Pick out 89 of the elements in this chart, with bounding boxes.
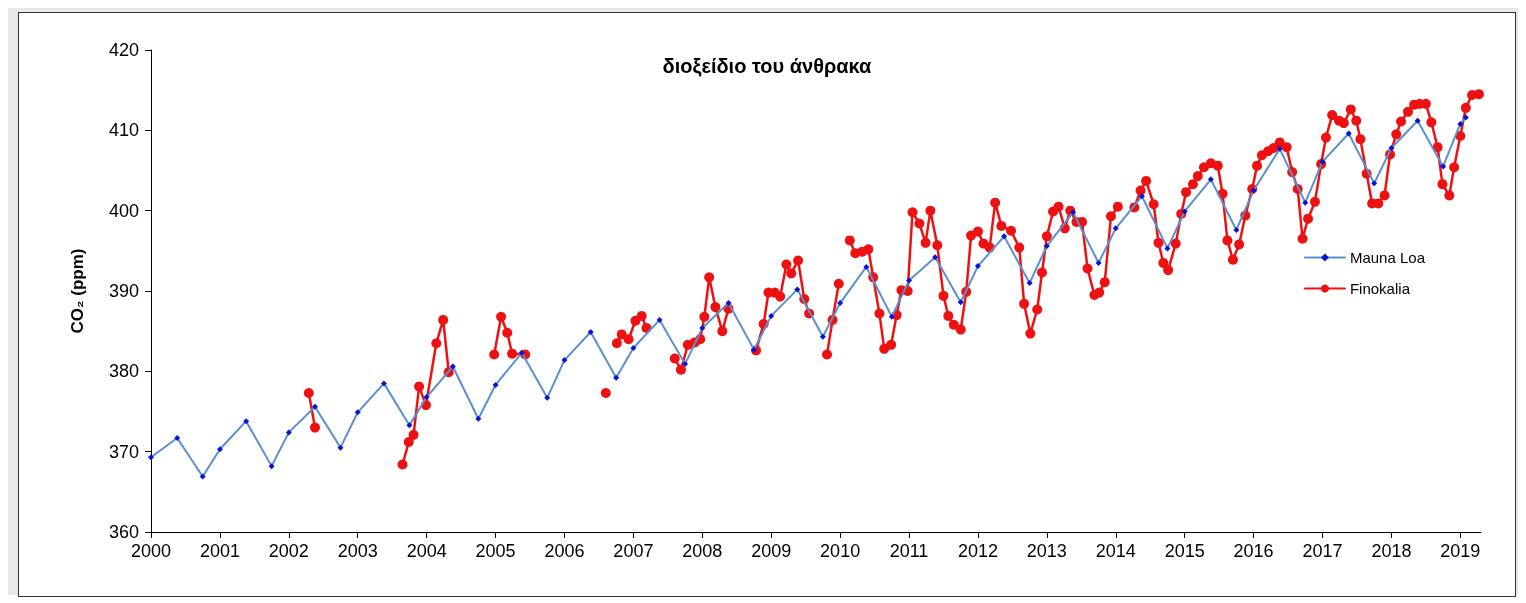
point — [837, 300, 844, 307]
y-tick-label: 410 — [108, 120, 139, 141]
point — [1233, 226, 1240, 233]
point — [492, 381, 499, 388]
point — [1164, 245, 1171, 252]
point — [475, 415, 482, 422]
point — [656, 316, 663, 323]
x-tick-label: 2016 — [1233, 541, 1274, 561]
point — [819, 333, 826, 340]
x-tick-label: 2005 — [475, 541, 516, 561]
point — [337, 444, 344, 451]
point — [354, 409, 361, 416]
x-tick-label: 2003 — [337, 541, 378, 561]
x-tick-label: 2006 — [544, 541, 585, 561]
point — [1371, 180, 1378, 187]
x-tick-label: 2008 — [682, 541, 723, 561]
point — [932, 254, 939, 261]
y-tick-label: 380 — [108, 361, 139, 382]
point — [794, 286, 801, 293]
point — [1440, 163, 1447, 170]
point — [312, 403, 319, 410]
point — [406, 422, 413, 429]
point — [518, 349, 525, 356]
point — [561, 357, 568, 364]
legend-label: Mauna Loa — [1349, 249, 1426, 266]
point — [699, 324, 706, 331]
point — [587, 328, 594, 335]
x-tick-label: 2000 — [130, 541, 172, 561]
y-tick-label: 370 — [108, 441, 139, 462]
x-tick-label: 2009 — [751, 541, 792, 561]
point — [199, 473, 206, 480]
point — [974, 263, 981, 270]
x-tick-label: 2017 — [1302, 541, 1343, 561]
point — [613, 374, 620, 381]
point — [1276, 145, 1283, 152]
point — [682, 361, 689, 368]
point — [1095, 259, 1102, 266]
x-tick-label: 2014 — [1095, 541, 1136, 561]
point — [768, 312, 775, 319]
y-tick-label: 390 — [108, 281, 139, 301]
x-tick-label: 2015 — [1164, 541, 1205, 561]
legend-label: Finokalia — [1349, 280, 1411, 297]
point — [1388, 145, 1395, 152]
point — [1462, 114, 1469, 121]
x-tick-label: 2004 — [406, 541, 447, 561]
y-tick-label: 420 — [108, 40, 139, 60]
point — [1043, 243, 1050, 250]
point — [888, 313, 895, 320]
point — [1319, 158, 1326, 165]
point — [1001, 233, 1008, 240]
point — [148, 454, 154, 461]
point — [957, 299, 964, 306]
point — [1181, 208, 1188, 215]
x-tick-label: 2018 — [1371, 541, 1412, 561]
point — [750, 346, 757, 353]
point — [380, 380, 387, 387]
x-tick-label: 2011 — [889, 541, 929, 561]
point — [216, 446, 223, 453]
x-tick-label: 2002 — [268, 541, 309, 561]
point — [243, 418, 250, 425]
x-tick-label: 2013 — [1026, 541, 1067, 561]
point — [268, 463, 275, 470]
x-tick-label: 2007 — [613, 541, 654, 561]
x-tick-label: 2019 — [1440, 541, 1481, 561]
point — [863, 263, 870, 270]
point — [1414, 117, 1421, 124]
point — [1457, 120, 1464, 127]
point — [1345, 130, 1352, 137]
point — [1302, 199, 1309, 206]
point — [1138, 193, 1145, 200]
point — [1070, 209, 1077, 216]
y-axis-title: CO₂ (ppm) — [68, 248, 87, 334]
point — [1207, 176, 1214, 183]
point — [1026, 279, 1033, 286]
point — [906, 277, 913, 284]
chart-title: διοξείδιο του άνθρακα — [662, 55, 873, 77]
x-tick-label: 2012 — [957, 541, 998, 561]
y-tick-label: 360 — [108, 522, 139, 542]
point — [174, 435, 181, 442]
point — [423, 394, 430, 401]
point — [544, 394, 551, 401]
point — [449, 363, 456, 370]
point — [630, 345, 637, 352]
point — [285, 429, 292, 436]
point — [725, 300, 732, 307]
x-tick-label: 2001 — [199, 541, 240, 561]
point — [1112, 225, 1119, 232]
y-tick-label: 400 — [108, 200, 139, 221]
x-tick-label: 2010 — [820, 541, 861, 561]
